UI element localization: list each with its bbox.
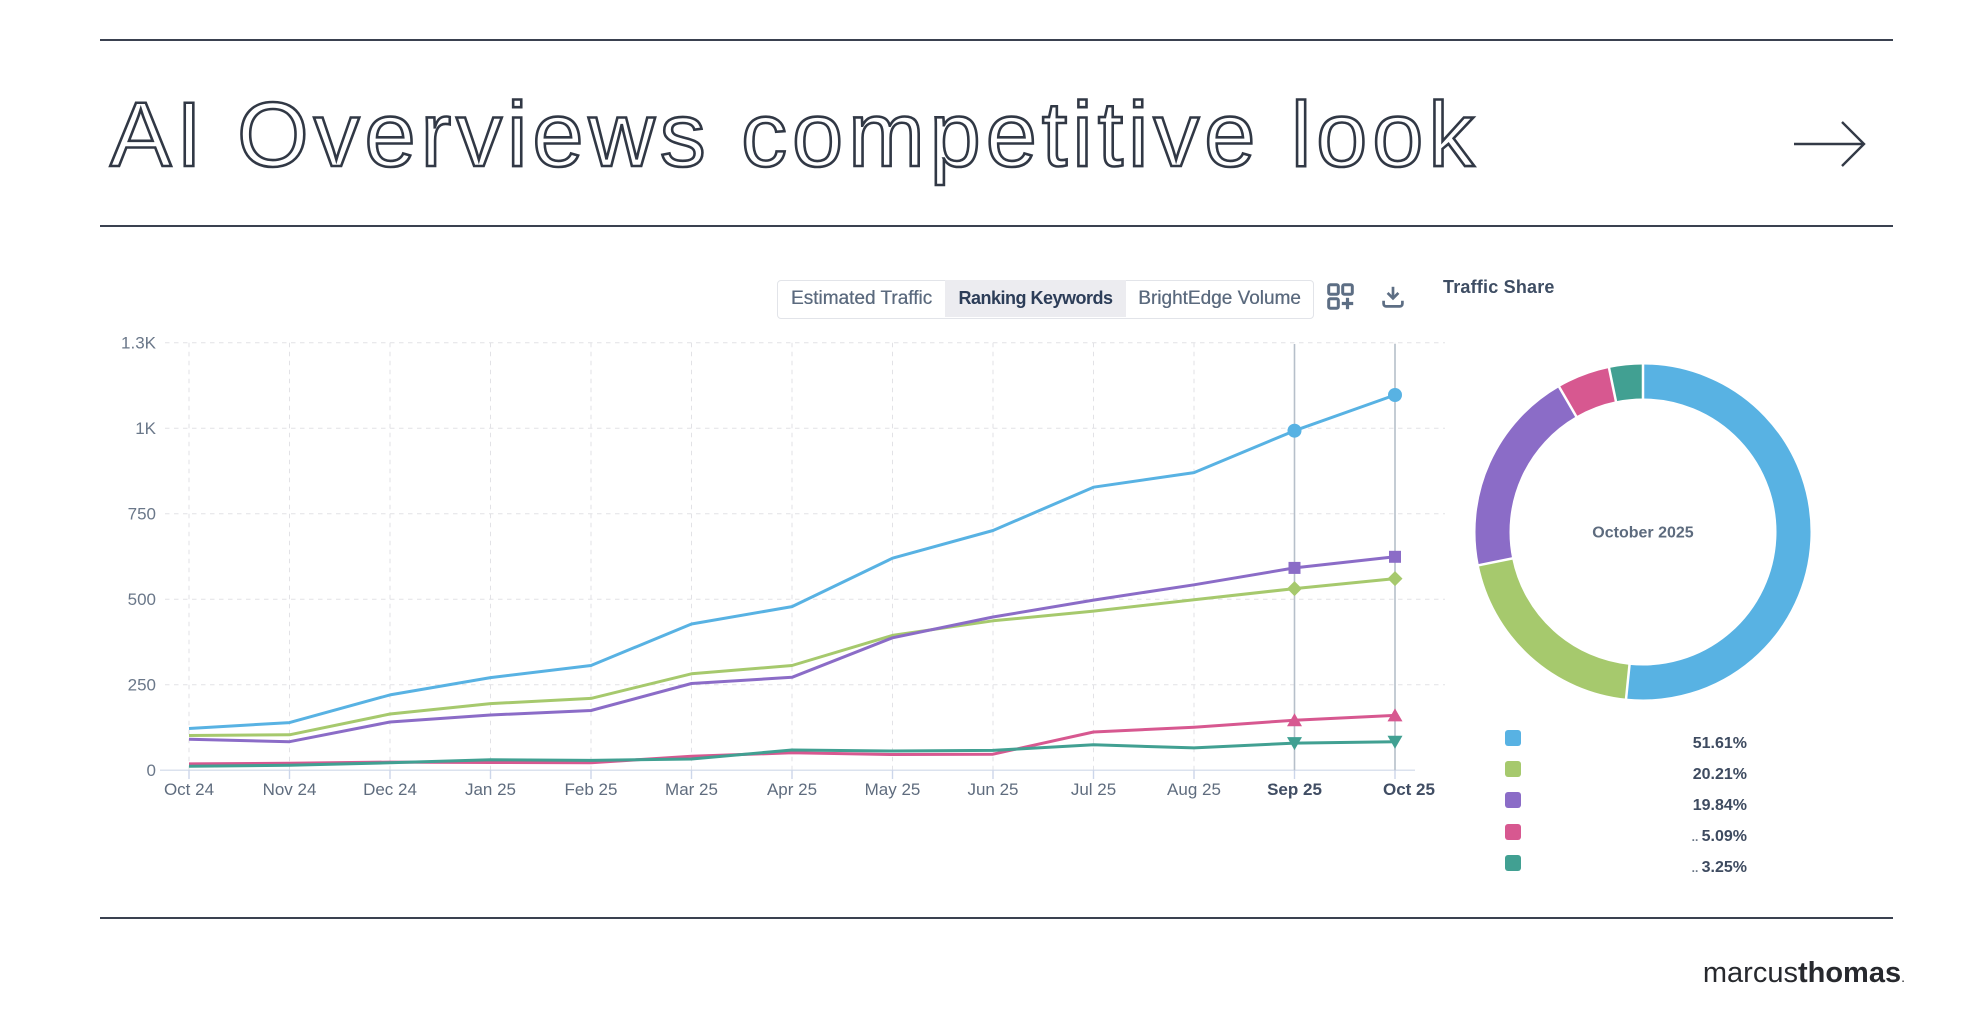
- svg-text:Nov 24: Nov 24: [263, 780, 317, 799]
- svg-text:Dec 24: Dec 24: [363, 780, 417, 799]
- svg-text:Apr 25: Apr 25: [767, 780, 817, 799]
- svg-text:Oct 25: Oct 25: [1383, 780, 1435, 799]
- svg-text:Feb 25: Feb 25: [565, 780, 618, 799]
- svg-text:Jun 25: Jun 25: [967, 780, 1018, 799]
- svg-text:0: 0: [147, 761, 156, 780]
- svg-text:Oct 24: Oct 24: [164, 780, 214, 799]
- svg-text:1.3K: 1.3K: [121, 334, 157, 353]
- svg-text:500: 500: [128, 590, 156, 609]
- svg-text:250: 250: [128, 676, 156, 695]
- svg-text:Sep 25: Sep 25: [1267, 780, 1322, 799]
- svg-text:Jan 25: Jan 25: [465, 780, 516, 799]
- svg-text:Mar 25: Mar 25: [665, 780, 718, 799]
- svg-text:750: 750: [128, 505, 156, 524]
- svg-text:October 2025: October 2025: [1592, 525, 1693, 542]
- svg-text:May 25: May 25: [865, 780, 921, 799]
- svg-text:1K: 1K: [135, 419, 156, 438]
- svg-text:Aug 25: Aug 25: [1167, 780, 1221, 799]
- svg-text:Jul 25: Jul 25: [1071, 780, 1116, 799]
